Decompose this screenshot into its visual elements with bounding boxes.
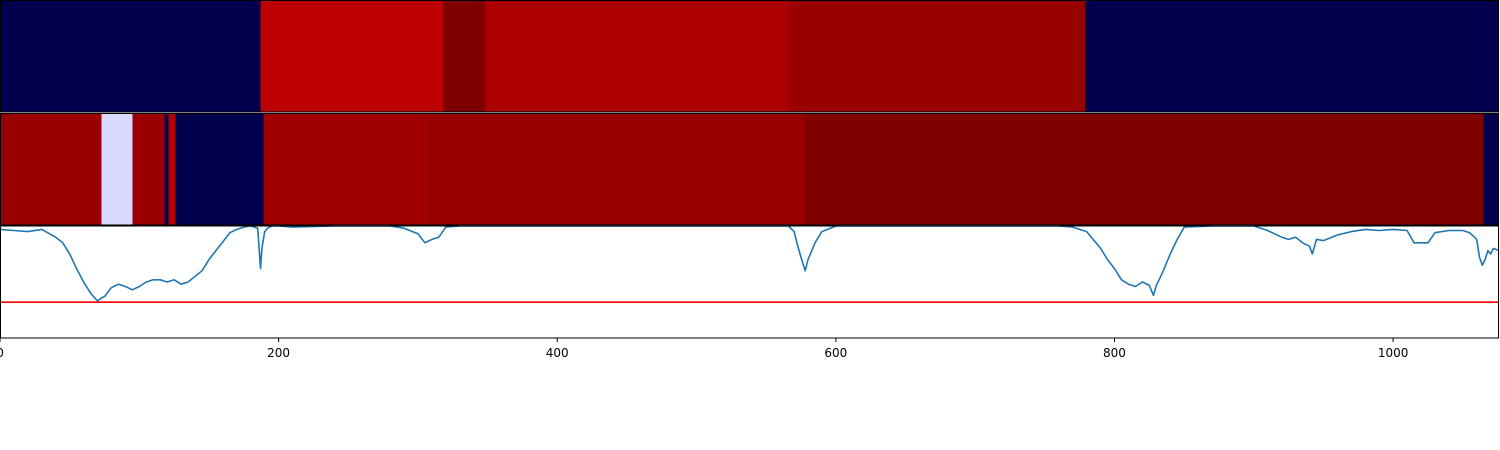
middle-panel-frame: [0, 113, 1499, 226]
middle-segment-2: [132, 114, 165, 225]
signal-panel: [0, 225, 1500, 339]
x-tick-label-800: 800: [1103, 346, 1126, 360]
x-tick-label-400: 400: [546, 346, 569, 360]
top-segment-5: [1085, 1, 1499, 112]
x-tick-label-600: 600: [824, 346, 847, 360]
middle-segment-8: [805, 114, 1484, 225]
top-panel-frame: [0, 0, 1499, 113]
top-segment-1: [260, 1, 444, 112]
middle-segment-panel: [0, 113, 1499, 226]
top-segment-4: [788, 1, 1086, 112]
middle-segment-9: [1483, 114, 1499, 225]
top-segment-2: [443, 1, 485, 112]
middle-segment-1: [101, 114, 133, 225]
signal-line: [0, 225, 1500, 302]
signal-panel-frame: [0, 225, 1499, 339]
middle-segment-7: [426, 114, 806, 225]
top-segment-0: [0, 1, 261, 112]
middle-segment-0: [0, 114, 102, 225]
middle-segment-4: [168, 114, 176, 225]
x-axis: 0 200 400 600 800 1000: [0, 338, 1408, 360]
x-tick-label-200: 200: [267, 346, 290, 360]
x-tick-label-1000: 1000: [1378, 346, 1409, 360]
top-segment-3: [484, 1, 789, 112]
middle-segment-3: [164, 114, 169, 225]
top-segment-panel: [0, 0, 1499, 113]
middle-segment-5: [175, 114, 264, 225]
x-tick-label-0: 0: [0, 346, 4, 360]
middle-segment-6: [263, 114, 427, 225]
